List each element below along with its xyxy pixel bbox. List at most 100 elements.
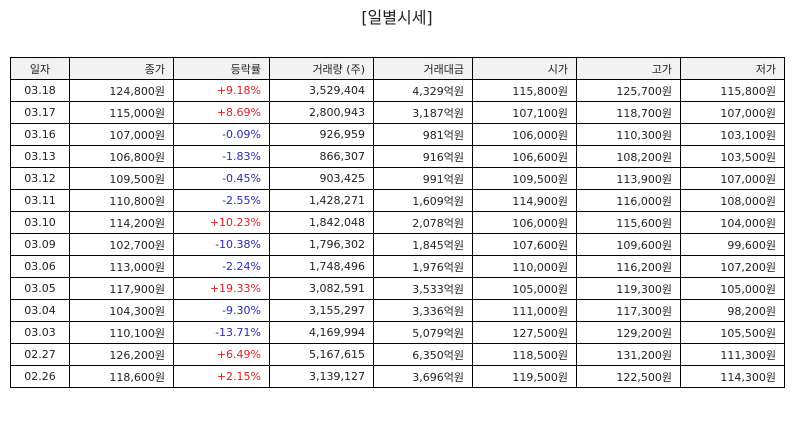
table-row: 03.13 106,800원 -1.83% 866,307 916억원 106,600원 1…: [10, 145, 785, 168]
change-cell: +10.23%: [173, 211, 270, 234]
trade-value-cell: 1,845억원: [373, 233, 473, 256]
change-cell: +2.15%: [173, 365, 270, 388]
trade-value-cell: 991억원: [373, 167, 473, 190]
date-cell: 03.03: [10, 321, 70, 344]
volume-cell: 5,167,615: [269, 343, 374, 366]
high-cell: 110,300원: [576, 123, 681, 146]
change-cell: +8.69%: [173, 101, 270, 124]
change-cell: +19.33%: [173, 277, 270, 300]
trade-value-cell: 5,079억원: [373, 321, 473, 344]
column-header-high: 고가: [576, 57, 681, 80]
open-cell: 110,000원: [472, 255, 577, 278]
close-cell: 104,300원: [69, 299, 174, 322]
table-row: 03.06 113,000원 -2.24% 1,748,496 1,976억원 110,0…: [10, 255, 785, 278]
high-cell: 116,000원: [576, 189, 681, 212]
close-cell: 109,500원: [69, 167, 174, 190]
volume-cell: 1,796,302: [269, 233, 374, 256]
table-row: 03.11 110,800원 -2.55% 1,428,271 1,609억원 114,9…: [10, 189, 785, 212]
date-cell: 02.27: [10, 343, 70, 366]
open-cell: 111,000원: [472, 299, 577, 322]
trade-value-cell: 4,329억원: [373, 79, 473, 102]
close-cell: 118,600원: [69, 365, 174, 388]
volume-cell: 3,155,297: [269, 299, 374, 322]
close-cell: 114,200원: [69, 211, 174, 234]
low-cell: 105,500원: [680, 321, 785, 344]
high-cell: 122,500원: [576, 365, 681, 388]
low-cell: 115,800원: [680, 79, 785, 102]
volume-cell: 3,529,404: [269, 79, 374, 102]
low-cell: 107,000원: [680, 101, 785, 124]
low-cell: 107,200원: [680, 255, 785, 278]
close-cell: 110,800원: [69, 189, 174, 212]
low-cell: 103,500원: [680, 145, 785, 168]
low-cell: 108,000원: [680, 189, 785, 212]
high-cell: 109,600원: [576, 233, 681, 256]
date-cell: 03.06: [10, 255, 70, 278]
table-row: 02.26 118,600원 +2.15% 3,139,127 3,696억원 119,5…: [10, 365, 785, 388]
high-cell: 116,200원: [576, 255, 681, 278]
high-cell: 113,900원: [576, 167, 681, 190]
low-cell: 105,000원: [680, 277, 785, 300]
trade-value-cell: 916억원: [373, 145, 473, 168]
open-cell: 109,500원: [472, 167, 577, 190]
open-cell: 106,600원: [472, 145, 577, 168]
open-cell: 115,800원: [472, 79, 577, 102]
open-cell: 107,600원: [472, 233, 577, 256]
date-cell: 03.11: [10, 189, 70, 212]
close-cell: 124,800원: [69, 79, 174, 102]
low-cell: 107,000원: [680, 167, 785, 190]
high-cell: 119,300원: [576, 277, 681, 300]
trade-value-cell: 3,533억원: [373, 277, 473, 300]
date-cell: 03.16: [10, 123, 70, 146]
date-cell: 03.05: [10, 277, 70, 300]
daily-price-table: 일자 종가 등락률 거래량 (주) 거래대금 시가 고가 저가 03.18 124…: [10, 57, 785, 388]
open-cell: 119,500원: [472, 365, 577, 388]
open-cell: 118,500원: [472, 343, 577, 366]
column-header-low: 저가: [680, 57, 785, 80]
close-cell: 107,000원: [69, 123, 174, 146]
column-header-change: 등락률: [173, 57, 270, 80]
change-cell: -0.45%: [173, 167, 270, 190]
high-cell: 117,300원: [576, 299, 681, 322]
close-cell: 106,800원: [69, 145, 174, 168]
change-cell: -13.71%: [173, 321, 270, 344]
open-cell: 106,000원: [472, 123, 577, 146]
table-row: 03.18 124,800원 +9.18% 3,529,404 4,329억원 115,8…: [10, 79, 785, 102]
close-cell: 115,000원: [69, 101, 174, 124]
date-cell: 03.18: [10, 79, 70, 102]
close-cell: 113,000원: [69, 255, 174, 278]
volume-cell: 4,169,994: [269, 321, 374, 344]
date-cell: 03.09: [10, 233, 70, 256]
trade-value-cell: 981억원: [373, 123, 473, 146]
volume-cell: 1,842,048: [269, 211, 374, 234]
trade-value-cell: 3,696억원: [373, 365, 473, 388]
change-cell: +9.18%: [173, 79, 270, 102]
high-cell: 129,200원: [576, 321, 681, 344]
trade-value-cell: 3,336억원: [373, 299, 473, 322]
change-cell: -9.30%: [173, 299, 270, 322]
column-header-open: 시가: [472, 57, 577, 80]
volume-cell: 1,428,271: [269, 189, 374, 212]
open-cell: 106,000원: [472, 211, 577, 234]
volume-cell: 926,959: [269, 123, 374, 146]
volume-cell: 903,425: [269, 167, 374, 190]
change-cell: +6.49%: [173, 343, 270, 366]
table-row: 03.04 104,300원 -9.30% 3,155,297 3,336억원 111,0…: [10, 299, 785, 322]
header-row: 일자 종가 등락률 거래량 (주) 거래대금 시가 고가 저가: [10, 57, 785, 80]
date-cell: 03.12: [10, 167, 70, 190]
volume-cell: 1,748,496: [269, 255, 374, 278]
open-cell: 114,900원: [472, 189, 577, 212]
low-cell: 114,300원: [680, 365, 785, 388]
open-cell: 107,100원: [472, 101, 577, 124]
low-cell: 98,200원: [680, 299, 785, 322]
change-cell: -1.83%: [173, 145, 270, 168]
table-row: 03.05 117,900원 +19.33% 3,082,591 3,533억원 105,…: [10, 277, 785, 300]
low-cell: 99,600원: [680, 233, 785, 256]
date-cell: 02.26: [10, 365, 70, 388]
column-header-close: 종가: [69, 57, 174, 80]
low-cell: 104,000원: [680, 211, 785, 234]
high-cell: 108,200원: [576, 145, 681, 168]
low-cell: 111,300원: [680, 343, 785, 366]
close-cell: 110,100원: [69, 321, 174, 344]
column-header-trade-value: 거래대금: [373, 57, 473, 80]
